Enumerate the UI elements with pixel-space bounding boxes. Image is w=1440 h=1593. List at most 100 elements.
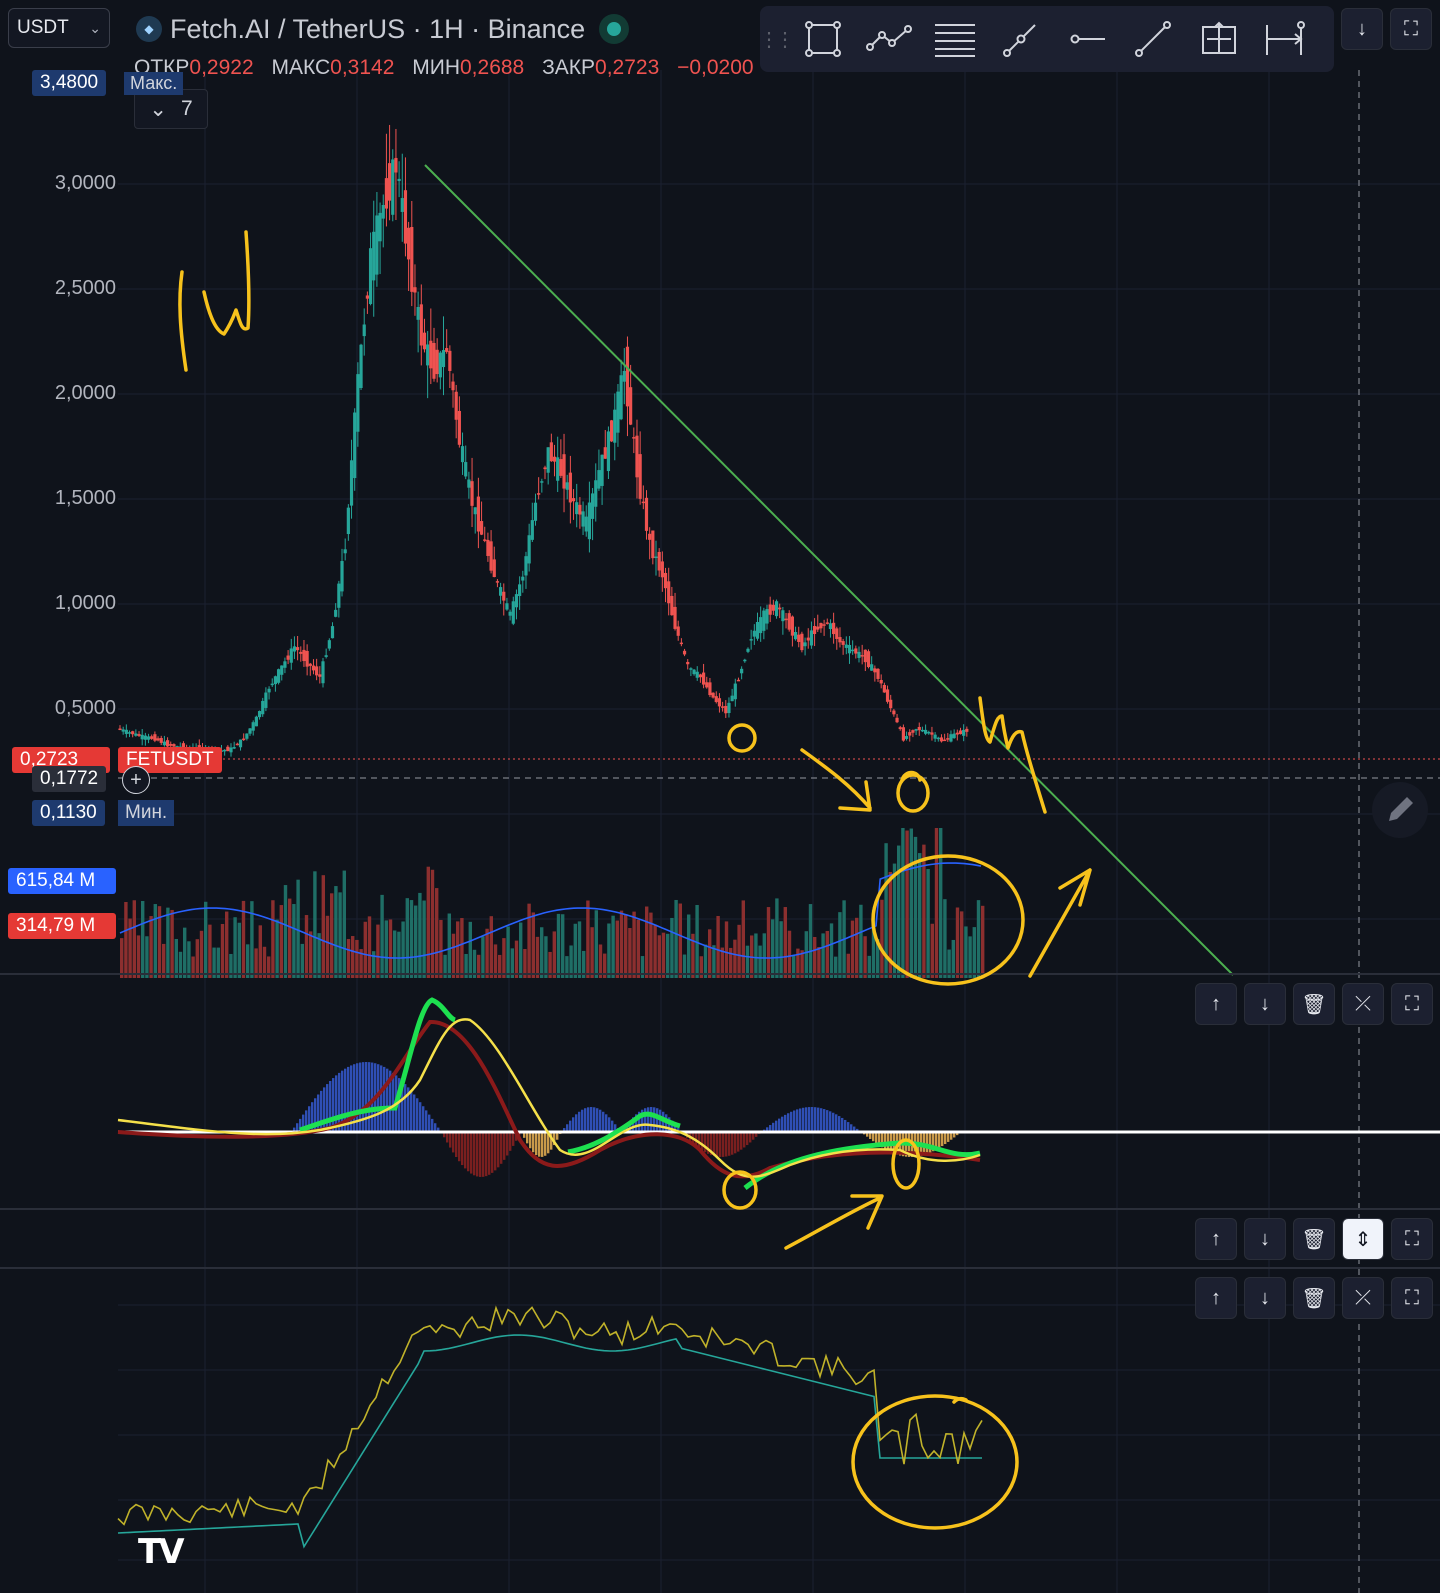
arrow-up-icon[interactable]: ↑ bbox=[1195, 1277, 1237, 1319]
volume-bar bbox=[241, 900, 246, 978]
candle-body bbox=[137, 734, 141, 736]
arrow-up-icon[interactable]: ↑ bbox=[1195, 983, 1237, 1025]
macd-histogram-bar bbox=[314, 1098, 317, 1132]
pane-controls: ↑ ↓ 🗑 ⇕ ⛶ bbox=[1195, 1218, 1433, 1260]
arrow-down-icon[interactable]: ↓ bbox=[1341, 8, 1383, 50]
macd-histogram-bar bbox=[719, 1132, 722, 1157]
volume-bar bbox=[829, 923, 834, 978]
candle-body bbox=[524, 556, 528, 576]
candle-body bbox=[454, 391, 458, 420]
volume-bar bbox=[451, 933, 456, 978]
candle-body bbox=[635, 435, 639, 478]
arrow-up-icon[interactable]: ↑ bbox=[1195, 1218, 1237, 1260]
macd-histogram-bar bbox=[587, 1107, 590, 1132]
grip-icon[interactable]: ⋮⋮ bbox=[759, 28, 795, 51]
arrow-down-icon[interactable]: ↓ bbox=[1244, 1218, 1286, 1260]
price-range-icon[interactable] bbox=[1186, 6, 1252, 72]
candle-body bbox=[914, 729, 918, 731]
volume-bar bbox=[766, 907, 771, 978]
fullscreen-icon[interactable]: ⛶ bbox=[1391, 1277, 1433, 1319]
volume-bar bbox=[834, 956, 838, 978]
candle-body bbox=[283, 661, 287, 668]
candle-body bbox=[946, 738, 950, 740]
collapse-icon[interactable]: ⤫ bbox=[1342, 1277, 1384, 1319]
tradingview-logo-icon[interactable]: TV bbox=[138, 1532, 184, 1572]
macd-histogram-bar bbox=[872, 1132, 875, 1142]
macd-histogram-bar bbox=[550, 1132, 553, 1150]
volume-bar bbox=[645, 906, 649, 978]
candle-body bbox=[774, 601, 779, 617]
candle-body bbox=[416, 306, 420, 320]
volume-bar bbox=[220, 923, 225, 978]
macd-histogram-bar bbox=[443, 1132, 446, 1138]
volume-bar bbox=[779, 921, 783, 978]
volume-bar bbox=[813, 936, 817, 978]
arrow-down-icon[interactable]: ↓ bbox=[1244, 983, 1286, 1025]
horizontal-ray-icon[interactable] bbox=[1054, 6, 1120, 72]
candle-body bbox=[673, 606, 677, 629]
macd-histogram-bar bbox=[452, 1132, 455, 1153]
arrow-down-icon[interactable]: ↓ bbox=[1244, 1277, 1286, 1319]
macd-histogram-bar bbox=[635, 1114, 638, 1132]
candle-body bbox=[629, 387, 633, 425]
candle-body bbox=[257, 711, 262, 718]
pencil-icon[interactable] bbox=[1372, 782, 1428, 838]
volume-bar bbox=[565, 956, 569, 978]
macd-histogram-bar bbox=[353, 1064, 356, 1132]
rectangle-icon[interactable] bbox=[790, 6, 856, 72]
candle-body bbox=[714, 696, 718, 703]
candle-body bbox=[267, 688, 271, 693]
candle-body bbox=[362, 324, 366, 337]
trash-icon[interactable]: 🗑 bbox=[1293, 1218, 1335, 1260]
trend-line-icon[interactable] bbox=[988, 6, 1054, 72]
line-icon[interactable] bbox=[1120, 6, 1186, 72]
fib-retracement-icon[interactable] bbox=[922, 6, 988, 72]
macd-histogram-bar bbox=[467, 1132, 470, 1172]
candle-body bbox=[689, 668, 693, 670]
collapse-icon[interactable]: ⤫ bbox=[1342, 983, 1384, 1025]
volume-bar bbox=[409, 900, 414, 978]
volume-bar bbox=[229, 953, 233, 978]
macd-histogram-bar bbox=[701, 1132, 704, 1151]
candle-body bbox=[590, 493, 595, 519]
macd-histogram-bar bbox=[641, 1109, 644, 1132]
path-icon[interactable] bbox=[856, 6, 922, 72]
expand-icon[interactable]: ⇕ bbox=[1342, 1218, 1384, 1260]
symbol-select[interactable]: USDT ⌄ bbox=[8, 8, 110, 48]
macd-histogram-bar bbox=[941, 1132, 944, 1147]
candle-body bbox=[473, 507, 477, 515]
fullscreen-icon[interactable]: ⛶ bbox=[1391, 1218, 1433, 1260]
candle-body bbox=[375, 215, 379, 275]
candle-body bbox=[622, 370, 626, 382]
macd-histogram-bar bbox=[437, 1127, 440, 1132]
indicators-toggle-button[interactable]: ⌄ 7 bbox=[134, 89, 208, 129]
macd-histogram-bar bbox=[725, 1132, 728, 1157]
trash-icon[interactable]: 🗑 bbox=[1293, 1277, 1335, 1319]
macd-histogram-bar bbox=[853, 1126, 856, 1132]
volume-bar bbox=[687, 914, 691, 978]
candle-body bbox=[540, 481, 544, 483]
volume-bar bbox=[174, 938, 178, 978]
trash-icon[interactable]: 🗑 bbox=[1293, 983, 1335, 1025]
candle-body bbox=[806, 637, 810, 641]
macd-histogram-bar bbox=[820, 1108, 823, 1132]
candle-body bbox=[670, 595, 674, 616]
fullscreen-icon[interactable]: ⛶ bbox=[1391, 983, 1433, 1025]
volume-bar bbox=[401, 921, 405, 978]
macd-histogram-bar bbox=[422, 1106, 425, 1132]
macd-histogram-bar bbox=[811, 1107, 814, 1132]
volume-bar bbox=[876, 939, 880, 978]
volume-bar bbox=[699, 956, 703, 978]
volume-tag: 314,79 M bbox=[8, 913, 116, 939]
candle-body bbox=[936, 737, 940, 740]
volume-bar bbox=[913, 836, 918, 978]
candle-body bbox=[613, 409, 617, 443]
chart-title-bar[interactable]: ◆ Fetch.AI / TetherUS · 1H · Binance bbox=[136, 12, 630, 46]
date-range-icon[interactable] bbox=[1252, 6, 1318, 72]
macd-histogram-bar bbox=[485, 1132, 488, 1177]
macd-histogram-bar bbox=[781, 1116, 784, 1132]
market-status-icon[interactable] bbox=[599, 14, 630, 44]
fullscreen-icon[interactable]: ⛶ bbox=[1390, 8, 1432, 50]
add-alert-icon[interactable]: + bbox=[122, 766, 150, 794]
